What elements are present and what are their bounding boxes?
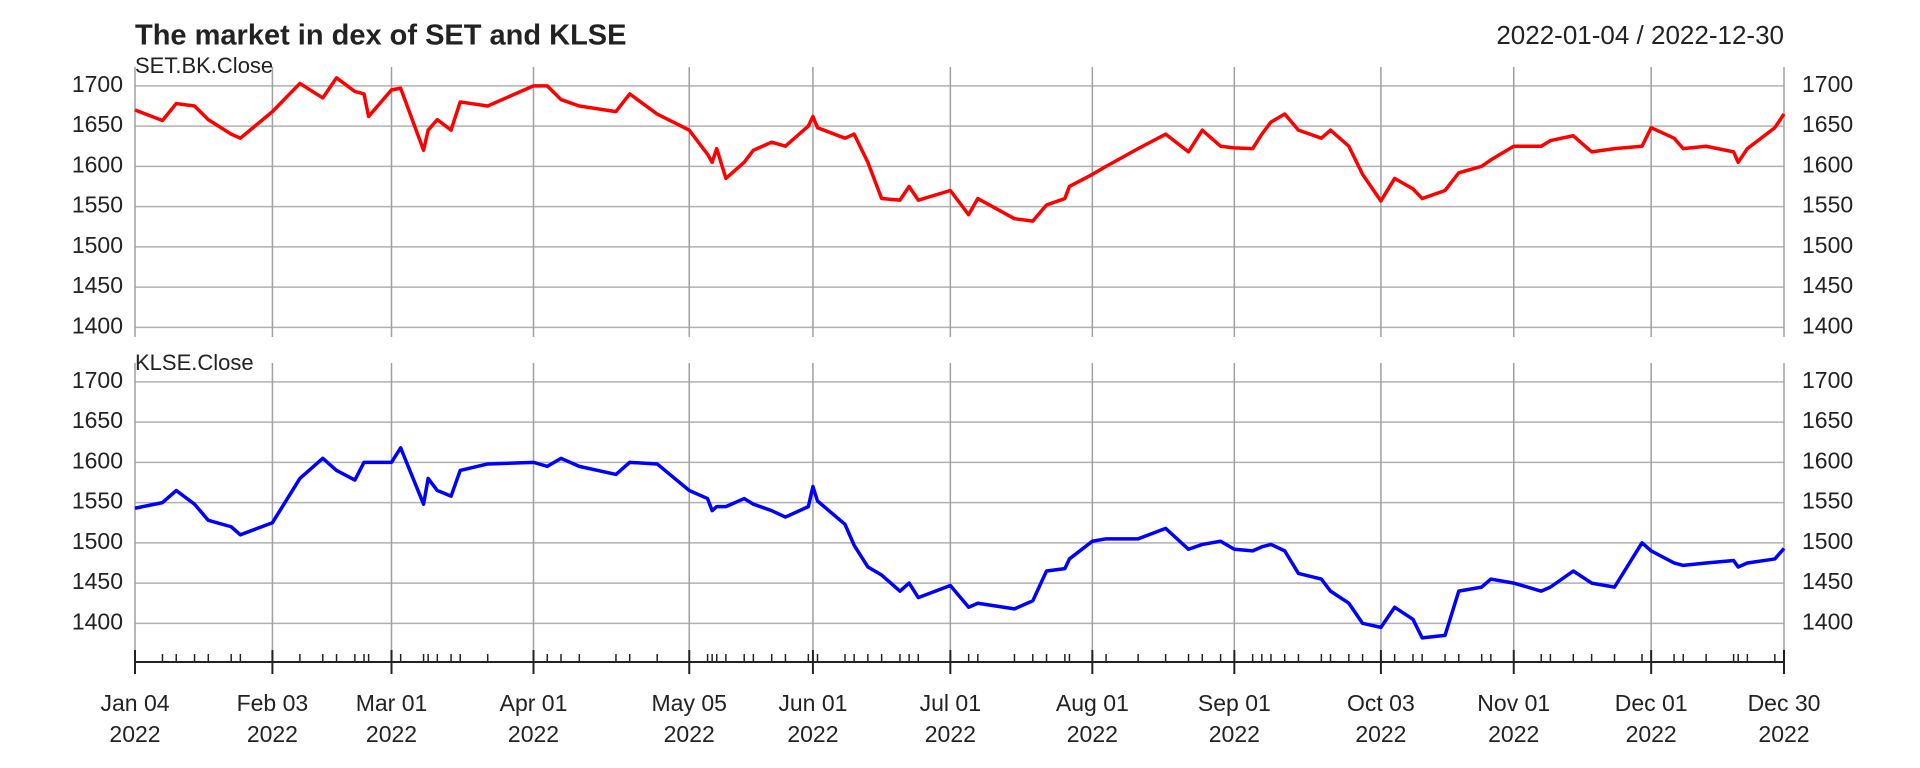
y-tick-label-right: 1600 <box>1802 151 1853 177</box>
y-tick-label: 1450 <box>72 272 123 298</box>
y-tick-label: 1550 <box>72 488 123 514</box>
x-tick-label: May 05 2022 <box>651 690 727 747</box>
y-tick-label: 1500 <box>72 232 123 258</box>
panel-label: SET.BK.Close <box>135 53 273 78</box>
y-tick-label: 1650 <box>72 111 123 137</box>
x-tick-label: Dec 30 2022 <box>1747 690 1821 747</box>
y-tick-label: 1450 <box>72 568 123 594</box>
y-tick-label-right: 1400 <box>1802 608 1853 634</box>
y-tick-label: 1400 <box>72 312 123 338</box>
y-tick-label-right: 1700 <box>1802 367 1853 393</box>
panel-label: KLSE.Close <box>135 350 254 375</box>
x-tick-label: Jan 04 2022 <box>100 690 170 747</box>
x-tick-label: Mar 01 2022 <box>355 690 428 747</box>
y-tick-label: 1700 <box>72 367 123 393</box>
x-tick-label: Apr 01 2022 <box>499 690 568 747</box>
y-tick-label-right: 1550 <box>1802 488 1853 514</box>
date-range: 2022-01-04 / 2022-12-30 <box>1496 20 1784 50</box>
y-tick-label: 1550 <box>72 192 123 218</box>
series-line <box>134 76 1786 223</box>
y-tick-label-right: 1500 <box>1802 528 1853 554</box>
y-tick-label-right: 1400 <box>1802 312 1853 338</box>
chart-title: The market in dex of SET and KLSE <box>135 20 627 52</box>
y-tick-label: 1400 <box>72 608 123 634</box>
x-tick-label: Jul 01 2022 <box>919 690 982 747</box>
y-tick-label: 1500 <box>72 528 123 554</box>
y-tick-label-right: 1500 <box>1802 232 1853 258</box>
x-tick-label: Nov 01 2022 <box>1477 690 1551 747</box>
y-tick-label-right: 1700 <box>1802 71 1853 97</box>
y-tick-label-right: 1650 <box>1802 407 1853 433</box>
x-tick-label: Oct 03 2022 <box>1347 690 1415 747</box>
x-tick-label: Jun 01 2022 <box>778 690 848 747</box>
y-tick-label-right: 1450 <box>1802 272 1853 298</box>
x-tick-label: Feb 03 2022 <box>236 690 309 747</box>
y-tick-label-right: 1550 <box>1802 192 1853 218</box>
y-tick-label: 1650 <box>72 407 123 433</box>
y-tick-label-right: 1650 <box>1802 111 1853 137</box>
y-tick-label: 1600 <box>72 151 123 177</box>
y-tick-label: 1600 <box>72 447 123 473</box>
x-tick-label: Sep 01 2022 <box>1197 690 1271 747</box>
series-line <box>134 446 1786 640</box>
y-tick-label-right: 1600 <box>1802 447 1853 473</box>
x-tick-label: Aug 01 2022 <box>1055 690 1129 747</box>
y-tick-label: 1700 <box>72 71 123 97</box>
x-tick-label: Dec 01 2022 <box>1614 690 1688 747</box>
y-tick-label-right: 1450 <box>1802 568 1853 594</box>
